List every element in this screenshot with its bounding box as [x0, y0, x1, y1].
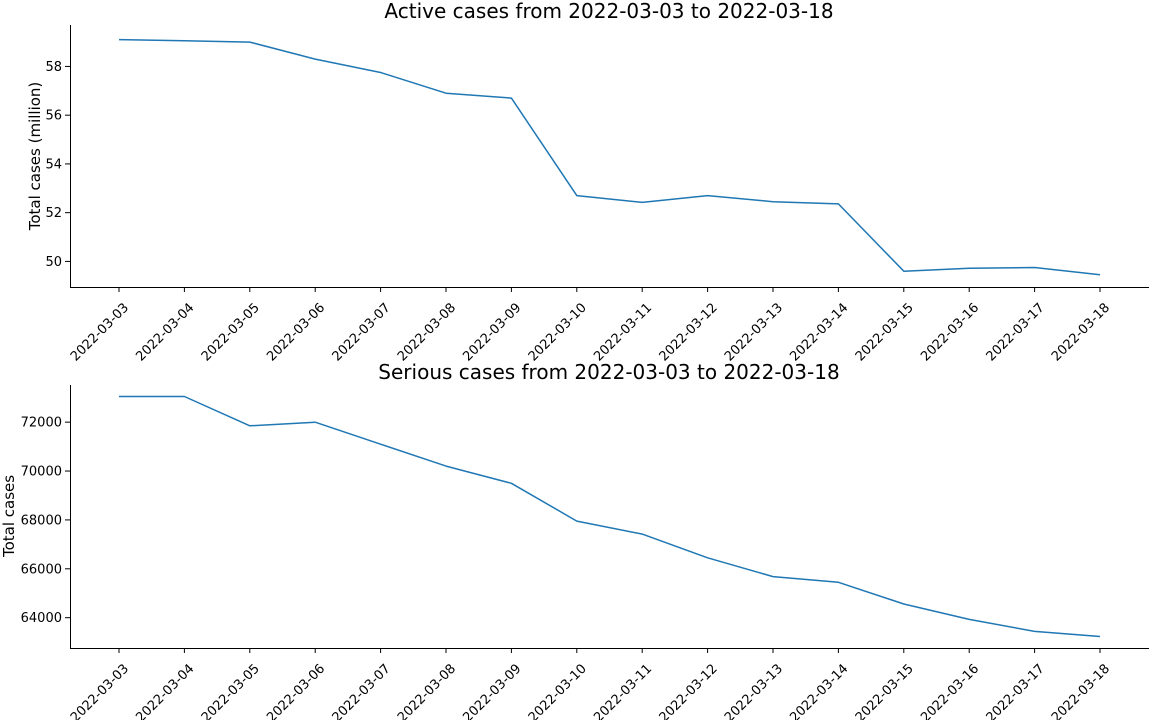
x-tick-label: 2022-03-08	[395, 661, 459, 720]
x-tick-label: 2022-03-09	[460, 300, 524, 364]
x-tick-label: 2022-03-05	[199, 661, 263, 720]
series-line	[118, 38, 1101, 276]
xticks: 2022-03-03 2022-03-04 2022-03-05 2022-03-06…	[68, 648, 1113, 720]
x-tick-label: 2022-03-12	[657, 661, 721, 720]
x-tick-label: 2022-03-10	[526, 661, 590, 720]
x-tick-label: 2022-03-16	[918, 661, 982, 720]
y-tick-label: 68000	[21, 513, 62, 528]
x-tick-label: 2022-03-15	[853, 661, 917, 720]
y-tick-label: 70000	[21, 465, 62, 480]
x-tick-label: 2022-03-14	[787, 661, 851, 720]
x-tick-label: 2022-03-06	[264, 661, 328, 720]
y-tick-label: 64000	[21, 611, 62, 626]
x-tick-label: 2022-03-11	[591, 300, 655, 364]
y-tick-label: 52	[45, 206, 62, 221]
x-tick-label: 2022-03-15	[853, 300, 917, 364]
x-tick-label: 2022-03-10	[526, 300, 590, 364]
y-tick-label: 50	[45, 255, 62, 270]
y-tick-label: 54	[45, 157, 62, 172]
x-tick-label: 2022-03-08	[395, 300, 459, 364]
y-tick-label: 72000	[21, 416, 62, 431]
x-tick-label: 2022-03-11	[591, 661, 655, 720]
x-tick-label: 2022-03-16	[918, 300, 982, 364]
x-tick-label: 2022-03-07	[330, 300, 394, 364]
y-axis-label: Total cases (million)	[26, 82, 44, 232]
x-tick-label: 2022-03-17	[984, 300, 1048, 364]
x-tick-label: 2022-03-13	[722, 661, 786, 720]
xticks: 2022-03-03 2022-03-04 2022-03-05 2022-03-06…	[68, 287, 1113, 364]
x-tick-label: 2022-03-17	[984, 661, 1048, 720]
x-tick-label: 2022-03-03	[68, 661, 132, 720]
y-axis-label: Total cases	[0, 475, 18, 558]
x-tick-label: 2022-03-18	[1049, 300, 1113, 364]
yticks: 64000 66000 68000 70000 72000	[21, 416, 70, 626]
x-tick-label: 2022-03-03	[68, 300, 132, 364]
x-tick-label: 2022-03-05	[199, 300, 263, 364]
y-tick-label: 56	[45, 109, 62, 124]
y-tick-label: 58	[45, 60, 62, 75]
x-tick-label: 2022-03-07	[330, 661, 394, 720]
yticks: 50 52 54 56 58	[45, 60, 70, 270]
x-tick-label: 2022-03-09	[460, 661, 524, 720]
x-tick-label: 2022-03-12	[657, 300, 721, 364]
chart-title: Serious cases from 2022-03-03 to 2022-03…	[378, 360, 839, 384]
x-tick-label: 2022-03-06	[264, 300, 328, 364]
x-tick-label: 2022-03-04	[133, 661, 197, 720]
x-tick-label: 2022-03-04	[133, 300, 197, 364]
y-tick-label: 66000	[21, 562, 62, 577]
active-cases-chart: Active cases from 2022-03-03 to 2022-03-…	[26, 0, 1149, 364]
x-tick-label: 2022-03-14	[787, 300, 851, 364]
serious-cases-chart: Serious cases from 2022-03-03 to 2022-03…	[0, 360, 1149, 720]
x-tick-label: 2022-03-13	[722, 300, 786, 364]
series-line	[119, 395, 1101, 638]
x-tick-label: 2022-03-18	[1049, 661, 1113, 720]
chart-title: Active cases from 2022-03-03 to 2022-03-…	[384, 0, 833, 23]
